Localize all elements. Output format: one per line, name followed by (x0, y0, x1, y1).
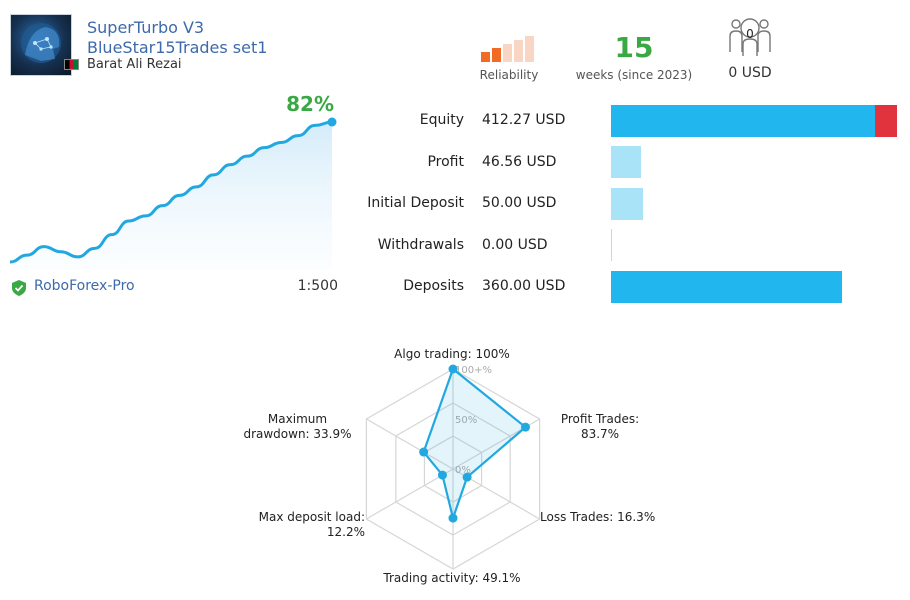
equity-bar-extra (875, 105, 897, 137)
initial-deposit-bar-fill (611, 188, 644, 220)
radar-axis-label-line1: Algo trading: 100% (394, 347, 510, 361)
signal-avatar[interactable] (10, 14, 72, 76)
equity-value: 412.27 USD (482, 112, 566, 128)
radar-point (462, 472, 472, 482)
reliability-bar (503, 44, 512, 62)
growth-endpoint (327, 117, 337, 127)
deposits-bar-fill (611, 271, 842, 303)
subscribers-icon (729, 18, 771, 56)
radar-axis-label: Trading activity: 49.1% (372, 571, 532, 586)
profit-value: 46.56 USD (482, 154, 557, 170)
deposits-label: Deposits (403, 278, 464, 294)
growth-line (10, 120, 333, 264)
profit-bar (611, 146, 897, 178)
radar-point (437, 470, 447, 480)
radar-chart: 100+% 50% 0% (365, 364, 541, 570)
radar-axis-label-line1: Maximum (267, 412, 328, 426)
reliability-bars-icon (481, 36, 534, 62)
radar-point (520, 422, 530, 432)
radar-point (419, 447, 429, 457)
radar-axis-label-line2: 12.2% (326, 525, 365, 539)
avatar-robot-head-image (21, 23, 61, 63)
radar-axis-label-line1: Profit Trades: (560, 412, 640, 426)
weeks-label: weeks (since 2023) (575, 68, 693, 82)
profit-bar-fill (611, 146, 641, 178)
reliability-bar (481, 52, 490, 62)
reliability-bar (525, 36, 534, 62)
radar-axis-label: Max deposit load: 12.2% (230, 510, 365, 540)
initial-deposit-label: Initial Deposit (367, 195, 464, 211)
deposits-value: 360.00 USD (482, 278, 566, 294)
growth-area (10, 122, 332, 270)
radar-scale-label: 50% (455, 415, 477, 426)
radar-scale-label: 0% (455, 465, 471, 476)
reliability-bar (514, 40, 523, 62)
initial-deposit-bar (611, 188, 897, 220)
radar-axis-label-line1: Loss Trades: 16.3% (540, 510, 656, 524)
radar-axis-label: Profit Trades: 83.7% (530, 412, 670, 442)
equity-bar (611, 105, 897, 137)
radar-axis-line (366, 418, 454, 470)
verified-shield-icon (12, 280, 26, 296)
equity-bar-fill (611, 105, 876, 137)
radar-scale-label: 100+% (455, 365, 492, 376)
subscribers-count: 0 (746, 27, 754, 41)
radar-axis-label-line1: Max deposit load: (258, 510, 365, 524)
afghanistan-flag-icon (64, 59, 79, 70)
reliability-bar (492, 48, 501, 62)
radar-axis-label-line2: drawdown: 33.9% (243, 427, 352, 441)
withdrawals-bar-fill (611, 229, 612, 261)
broker-link[interactable]: RoboForex-Pro (34, 278, 135, 294)
withdrawals-value: 0.00 USD (482, 237, 548, 253)
radar-axis-label: Algo trading: 100% (372, 347, 532, 362)
radar-axis-label-line2: 83.7% (580, 427, 620, 441)
subscribers-funds: 0 USD (728, 65, 772, 81)
author-name[interactable]: Barat Ali Rezai (87, 57, 182, 72)
radar-axis-label: Maximum drawdown: 33.9% (230, 412, 365, 442)
profit-label: Profit (427, 154, 464, 170)
growth-percent: 82% (286, 92, 334, 116)
radar-point (448, 364, 458, 374)
deposits-bar (611, 271, 897, 303)
radar-axis-label: Loss Trades: 16.3% (540, 510, 680, 525)
weeks-count: 15 (614, 31, 654, 64)
growth-chart[interactable] (10, 110, 340, 270)
signal-subtitle[interactable]: BlueStar15Trades set1 (87, 38, 268, 57)
radar-axis-label-line1: Trading activity: 49.1% (383, 571, 521, 585)
equity-label: Equity (419, 112, 464, 128)
withdrawals-bar (611, 229, 897, 261)
withdrawals-label: Withdrawals (377, 237, 464, 253)
signal-title[interactable]: SuperTurbo V3 (87, 18, 205, 37)
initial-deposit-value: 50.00 USD (482, 195, 557, 211)
leverage-value: 1:500 (297, 278, 338, 294)
reliability-label: Reliability (479, 68, 539, 82)
radar-point (448, 513, 458, 523)
